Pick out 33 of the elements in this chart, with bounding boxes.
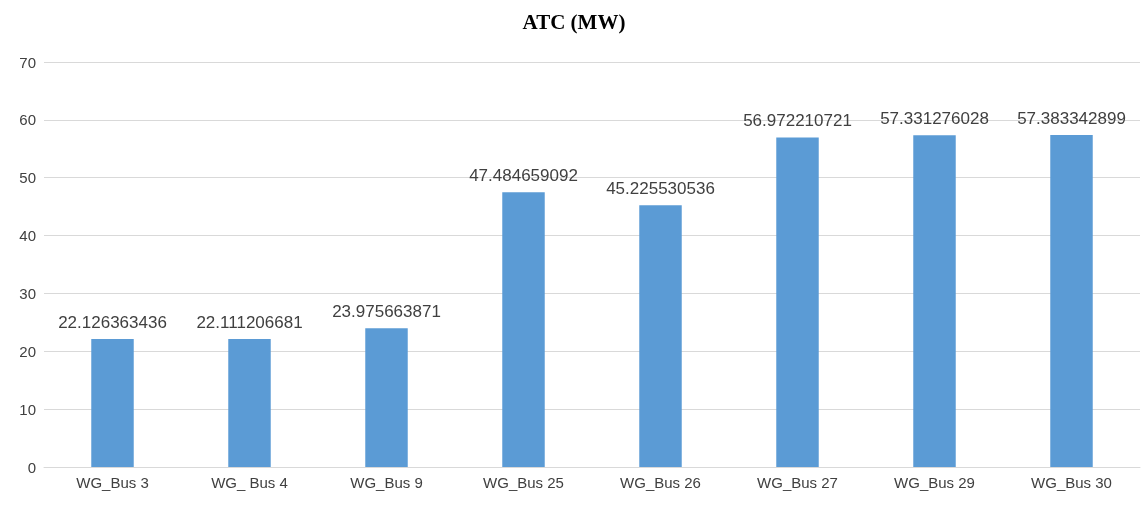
data-label: 57.331276028 — [880, 109, 989, 129]
y-tick-label: 0 — [27, 458, 36, 476]
data-label: 56.972210721 — [743, 111, 852, 131]
bar — [91, 338, 134, 467]
y-tick-label: 20 — [19, 342, 36, 360]
y-tick-label: 40 — [19, 227, 36, 245]
x-tick-label: WG_Bus 3 — [76, 474, 149, 491]
y-tick-label: 50 — [19, 169, 36, 187]
bar — [228, 339, 271, 467]
x-tick-label: WG_Bus 29 — [894, 474, 975, 491]
y-tick-label: 60 — [19, 111, 36, 129]
bar — [365, 328, 408, 467]
y-tick-label: 30 — [19, 284, 36, 302]
data-label: 22.126363436 — [58, 312, 167, 332]
bar — [1050, 135, 1093, 467]
bar — [502, 192, 545, 467]
data-label: 45.225530536 — [606, 179, 715, 199]
x-tick-label: WG_Bus 26 — [620, 474, 701, 491]
data-label: 23.975663871 — [332, 302, 441, 322]
x-tick-label: WG_Bus 9 — [350, 474, 423, 491]
x-tick-label: WG_Bus 25 — [483, 474, 564, 491]
data-label: 57.383342899 — [1017, 109, 1126, 128]
chart-title: ATC (MW) — [522, 9, 626, 34]
bar — [913, 135, 956, 467]
data-label: 22.111206681 — [196, 313, 303, 333]
x-tick-label: WG_Bus 30 — [1031, 474, 1112, 491]
data-label: 47.484659092 — [469, 166, 578, 186]
y-tick-label: 70 — [19, 53, 36, 71]
bar — [639, 205, 682, 467]
bar — [776, 137, 819, 467]
y-tick-label: 10 — [19, 400, 36, 418]
x-tick-label: WG_Bus 27 — [757, 474, 838, 491]
x-tick-label: WG_ Bus 4 — [211, 474, 288, 491]
